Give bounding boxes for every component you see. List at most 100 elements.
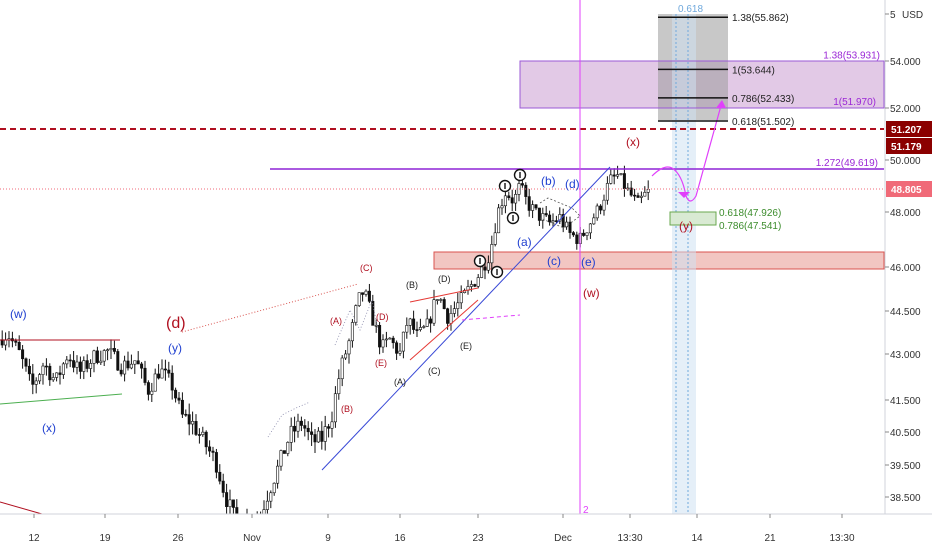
time-tick-label: Nov [243, 533, 261, 544]
wave-label: (w) [10, 307, 27, 321]
price-tick-label: 41.500 [890, 396, 921, 407]
candle-body [480, 266, 484, 278]
candle-body [449, 313, 453, 324]
candle-body [381, 339, 385, 348]
fib-level-label: 0.786(52.433) [732, 94, 794, 105]
candle-body [425, 318, 429, 327]
candle-body [456, 302, 460, 309]
candle-body [401, 331, 405, 352]
candle-body [354, 305, 358, 323]
time-axis[interactable]: 12 19 26 Nov 9 16 23 Dec 13:30 14 21 13:30 [0, 513, 932, 550]
dotted-red-line [181, 283, 359, 333]
candle-body [565, 221, 569, 228]
candle-body [371, 301, 375, 326]
candle-body [316, 430, 320, 443]
candle-body [364, 290, 368, 295]
candle-body [527, 196, 531, 211]
wave-label: (e) [581, 255, 596, 269]
wave-dotted-1 [334, 298, 379, 346]
candle-body [357, 292, 361, 306]
wave-label: (y) [168, 341, 182, 355]
wave-label: (C) [360, 263, 373, 273]
wave-label: (w) [583, 286, 600, 300]
candle-body [85, 360, 89, 369]
candle-body [112, 348, 116, 352]
candle-body [405, 325, 409, 333]
wave-dotted-2 [267, 401, 311, 438]
candle-body [51, 377, 55, 381]
candle-body [78, 361, 82, 372]
price-axis[interactable]: 5 54.000 52.000 50.000 48.000 46.000 44.500 43.… [884, 0, 932, 514]
wave-label: (C) [428, 366, 441, 376]
candle-body [221, 480, 225, 493]
price-tag-label: 48.805 [891, 185, 922, 196]
candle-body [177, 397, 181, 401]
candle-body [136, 360, 140, 365]
candle-body [75, 361, 79, 368]
candle-body [160, 368, 164, 379]
candle-body [286, 442, 290, 454]
candle-body [34, 380, 38, 385]
candle-body [150, 390, 154, 395]
time-axis-background [0, 514, 932, 550]
candle-body [497, 207, 501, 234]
trendline-green-bottom [0, 393, 123, 405]
candle-body [211, 450, 215, 453]
candle-body [89, 363, 93, 369]
candle-body [27, 365, 31, 375]
candle-body [605, 183, 609, 201]
candle-body [119, 369, 123, 375]
candle-body [184, 413, 188, 416]
wave-label: (B) [406, 280, 418, 290]
candle-body [109, 348, 113, 351]
candle-body [24, 358, 28, 367]
candle-body [520, 183, 524, 186]
candle-body [609, 174, 613, 184]
candle-body [204, 431, 208, 448]
top-marker-label: 0.618 [678, 4, 703, 15]
candle-body [378, 324, 382, 348]
lines-layer [0, 0, 884, 523]
price-tick-label: 44.500 [890, 307, 921, 318]
time-tick-label: 16 [394, 533, 406, 544]
candle-body [551, 220, 555, 223]
candle-body [418, 327, 422, 330]
candle-body [347, 340, 351, 355]
candle-body [568, 221, 572, 233]
time-tick-label: 13:30 [829, 533, 854, 544]
price-tick-label: 48.000 [890, 208, 921, 219]
candle-body [531, 204, 535, 211]
candle-body [384, 338, 388, 341]
price-tick-label: 38.500 [890, 493, 921, 504]
candles-layer [0, 165, 650, 539]
candle-body [68, 359, 72, 362]
candle-body [602, 199, 606, 211]
candle-body [595, 205, 599, 219]
wave-label: (c) [547, 254, 561, 268]
candle-body [442, 299, 446, 310]
candle-body [303, 425, 307, 429]
candle-body [537, 207, 541, 221]
candle-body [422, 326, 426, 328]
candle-body [129, 363, 133, 369]
currency-label: USD [902, 10, 923, 21]
candle-body [408, 318, 412, 326]
wave-label: (d) [565, 177, 580, 191]
candle-body [44, 365, 48, 368]
candle-body [4, 339, 8, 346]
candle-body [279, 450, 283, 467]
candle-body [282, 450, 286, 454]
price-tag [886, 121, 932, 137]
candle-body [486, 262, 490, 271]
price-tick-label: 5 [890, 10, 896, 21]
candle-body [544, 213, 548, 216]
candle-body [391, 337, 395, 344]
candle-body [133, 360, 137, 365]
wave-label: (d) [166, 315, 186, 332]
wave-label: (a) [517, 235, 532, 249]
candle-body [367, 290, 371, 302]
wave-label: (A) [394, 377, 406, 387]
candle-body [143, 367, 147, 383]
candle-body [646, 188, 650, 193]
